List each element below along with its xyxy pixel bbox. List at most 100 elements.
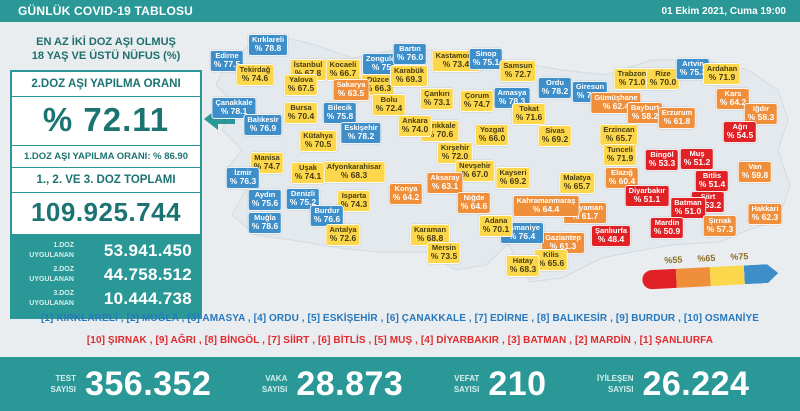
province-chip: Sinop% 75.1 <box>468 48 504 70</box>
header-date: 01 Ekim 2021, Cuma 19:00 <box>661 5 786 17</box>
province-chip: Batman% 51.0 <box>670 197 706 219</box>
province-chip: Kastamonu% 73.4 <box>431 50 481 72</box>
province-chip: Erzincan% 65.7 <box>599 124 639 146</box>
province-chip: Malatya% 65.7 <box>559 172 595 194</box>
province-chip: Kırşehir% 72.0 <box>436 142 474 164</box>
dose-breakdown: 1.DOZ UYGULANAN 53.941.450 2.DOZ UYGULANAN… <box>12 234 200 317</box>
province-chip: Yalova% 67.5 <box>283 74 319 96</box>
province-chip: Bursa% 70.4 <box>283 102 319 124</box>
province-chip: Ardahan% 71.9 <box>702 63 742 85</box>
dose3-applied-value: 10.444.738 <box>103 288 192 308</box>
recovered-count: 26.224 <box>642 364 750 403</box>
province-chip: Iğdır% 58.3 <box>743 103 779 125</box>
top10-worst-provinces: [10] ŞIRNAK , [9] AĞRI , [8] BİNGÖL , [7… <box>86 335 714 346</box>
province-chip: Uşak% 74.1 <box>290 162 326 184</box>
province-chip: Yozgat% 66.0 <box>474 124 510 146</box>
province-chip: Ağrı% 54.5 <box>722 121 758 143</box>
province-chip: Şanlıurfa% 48.4 <box>590 225 632 247</box>
province-chip: Karaman% 68.8 <box>409 224 451 246</box>
test-count: 356.352 <box>84 364 212 403</box>
dose2-row: 2.DOZ UYGULANAN 44.758.512 <box>29 264 192 284</box>
turkey-map: Kırklareli% 78.8 Edirne% 77.5 Tekirdağ% 74… <box>200 28 796 308</box>
legend-label-55: %55 <box>664 254 683 266</box>
province-chip: Elazığ% 60.4 <box>604 167 640 189</box>
province-chip: Kütahya% 70.5 <box>299 130 337 152</box>
province-chip: Kayseri% 69.2 <box>495 167 531 189</box>
province-chip: Adana% 70.1 <box>478 215 514 237</box>
stat-case: VAKA SAYISI 28.873 <box>261 364 404 403</box>
province-chip: Denizli% 75.2 <box>285 188 321 210</box>
province-chip: Bingöl% 53.3 <box>644 149 680 171</box>
province-chip: Sivas% 69.2 <box>537 125 573 147</box>
province-chip: Aksaray% 63.1 <box>426 172 464 194</box>
legend-seg-orange <box>675 267 711 288</box>
total-doses-label: 1., 2. VE 3. DOZ TOPLAMI <box>12 168 200 193</box>
province-chip: Bitlis% 51.4 <box>694 170 730 192</box>
province-chip: Antalya% 72.6 <box>325 224 361 246</box>
province-chip: Balıkesir% 76.9 <box>243 114 283 136</box>
province-chip: Tunceli% 71.9 <box>602 144 638 166</box>
province-chip: Bartın% 76.0 <box>392 43 428 65</box>
province-chip: Van% 59.8 <box>737 161 773 183</box>
header-bar: GÜNLÜK COVID-19 TABLOSU 01 Ekim 2021, Cu… <box>0 0 800 22</box>
stat-death: VEFAT SAYISI 210 <box>453 364 547 403</box>
province-chip: Kahramanmaraş% 64.4 <box>512 195 580 217</box>
province-chip: Ankara% 74.0 <box>397 115 433 137</box>
province-chip: Tekirdağ% 74.6 <box>235 64 275 86</box>
province-chip: Afyonkarahisar% 68.3 <box>322 161 386 183</box>
province-chip: Samsun% 72.7 <box>499 60 537 82</box>
legend-label-65: %65 <box>697 252 716 264</box>
province-chip: Nevşehir% 67.0 <box>455 160 495 182</box>
vaccination-panel: EN AZ İKİ DOZ AŞI OLMUŞ 18 YAŞ VE ÜSTÜ N… <box>10 36 202 319</box>
top10-best-provinces: [1] KIRKLARELİ , [2] MUĞLA , [3] AMASYA … <box>40 313 760 324</box>
dose1-applied-value: 53.941.450 <box>103 240 192 260</box>
vaccination-box: 2.DOZ AŞI YAPILMA ORANI % 72.11 1.DOZ AŞ… <box>10 69 202 319</box>
dose1-line: 1.DOZ AŞI YAPILMA ORANI: % 86.90 <box>12 146 200 168</box>
dose2-value: % 72.11 <box>12 97 200 146</box>
province-chip: Tokat% 71.6 <box>511 103 547 125</box>
province-chip: Sakarya% 63.5 <box>332 79 370 101</box>
province-chip: Çankırı% 73.1 <box>419 88 455 110</box>
legend-seg-yellow <box>709 265 745 287</box>
dose3-row: 3.DOZ UYGULANAN 10.444.738 <box>29 288 192 308</box>
legend-label-75: %75 <box>730 251 749 263</box>
province-chip: Şırnak% 57.3 <box>702 215 738 237</box>
dose2-label: 2.DOZ AŞI YAPILMA ORANI <box>12 72 200 97</box>
legend-seg-blue <box>744 264 779 285</box>
province-chip: Mersin% 73.5 <box>426 242 462 264</box>
province-chip: Niğde% 64.6 <box>456 192 492 214</box>
legend-seg-red <box>641 268 677 290</box>
province-chip: Eskişehir% 78.2 <box>340 122 382 144</box>
stat-recovered: İYİLEŞEN SAYISI 26.224 <box>597 364 750 403</box>
panel-heading: EN AZ İKİ DOZ AŞI OLMUŞ 18 YAŞ VE ÜSTÜ N… <box>31 36 181 62</box>
province-chip: Edirne% 77.5 <box>209 50 245 72</box>
case-count: 28.873 <box>296 364 404 403</box>
province-chip: Erzurum% 61.8 <box>657 107 697 129</box>
province-chip: Mardin% 50.9 <box>649 217 685 239</box>
province-chip: Kocaeli% 66.7 <box>325 59 361 81</box>
province-chip: Hatay% 68.3 <box>505 255 541 277</box>
province-chip: Bolu% 72.4 <box>371 94 407 116</box>
province-chip: Muğla% 78.6 <box>247 212 283 234</box>
province-chip: Isparta% 74.3 <box>336 190 372 212</box>
daily-stats-bar: TEST SAYISI 356.352 VAKA SAYISI 28.873 VEF… <box>0 357 800 411</box>
total-doses-value: 109.925.744 <box>12 193 200 235</box>
province-chip: Ordu% 78.2 <box>537 77 573 99</box>
province-chip: Aydın% 75.6 <box>247 189 283 211</box>
province-chip: Konya% 64.2 <box>388 183 424 205</box>
province-chip: Kırklareli% 78.8 <box>247 34 289 56</box>
province-chip: Hakkari% 62.3 <box>747 203 783 225</box>
dose2-applied-value: 44.758.512 <box>103 264 192 284</box>
province-chip: İzmir% 76.3 <box>225 167 261 189</box>
province-chip: Kars% 64.2 <box>715 88 751 110</box>
province-chip: Trabzon% 71.0 <box>613 68 651 90</box>
province-chip: Çanakkale% 78.1 <box>211 97 257 119</box>
province-chip: Bilecik% 75.8 <box>322 102 358 124</box>
province-chip: Muş% 51.2 <box>679 148 715 170</box>
province-chip: Çorum% 74.7 <box>459 90 495 112</box>
province-chip: Karabük% 69.3 <box>389 65 429 87</box>
province-chip: Diyarbakır% 51.1 <box>624 185 670 207</box>
dose1-row: 1.DOZ UYGULANAN 53.941.450 <box>29 240 192 260</box>
page-title: GÜNLÜK COVID-19 TABLOSU <box>18 4 194 18</box>
death-count: 210 <box>488 364 547 403</box>
